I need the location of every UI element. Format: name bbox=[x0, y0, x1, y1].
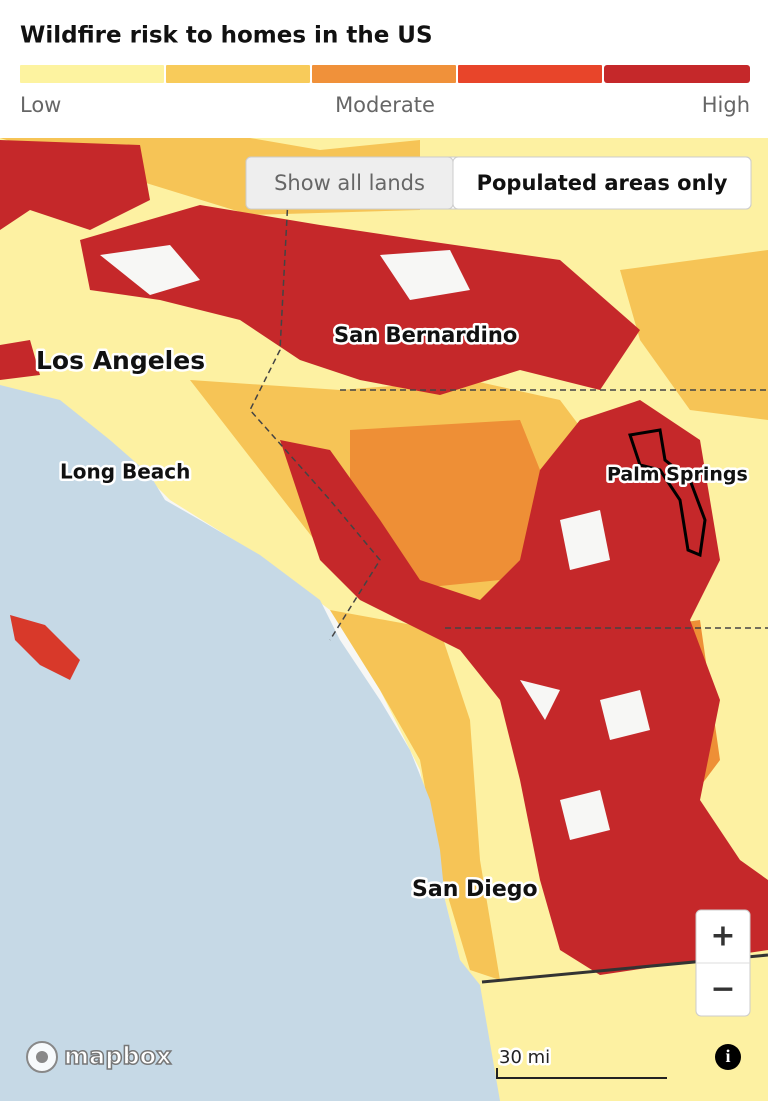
title: Wildfire risk to homes in the US bbox=[20, 23, 433, 49]
toggle: Show all lands Populated areas only bbox=[245, 156, 752, 210]
high-risk-area bbox=[280, 400, 768, 975]
legend-swatch bbox=[604, 65, 750, 83]
legend-label: Low bbox=[20, 93, 61, 117]
legend-label: High bbox=[702, 93, 750, 117]
high-risk-area bbox=[0, 140, 640, 395]
legend-swatch bbox=[458, 65, 602, 83]
scale-label: 30 mi bbox=[499, 1047, 550, 1068]
ocean bbox=[0, 385, 500, 1101]
place-label: San Bernardino bbox=[334, 323, 517, 347]
place-label: Long Beach bbox=[60, 460, 190, 484]
county-line bbox=[249, 159, 768, 641]
legend-labels: Low Moderate High bbox=[20, 93, 750, 117]
zoom-out[interactable]: − bbox=[710, 972, 735, 1007]
scale-bar bbox=[496, 1068, 667, 1079]
info-button[interactable]: i bbox=[715, 1044, 741, 1070]
zoom-in[interactable]: + bbox=[710, 919, 735, 954]
toggle-option[interactable]: Populated areas only bbox=[477, 171, 728, 195]
places: San Bernardino Los Angeles Long Beach Palm … bbox=[34, 321, 751, 905]
info-icon bbox=[715, 1044, 741, 1070]
legend-swatch bbox=[166, 65, 310, 83]
island bbox=[10, 615, 80, 680]
toggle-option[interactable]: Show all lands bbox=[274, 171, 425, 195]
attribution[interactable]: mapbox bbox=[26, 1041, 173, 1073]
legend-swatch bbox=[312, 65, 456, 83]
place-label: Palm Springs bbox=[607, 464, 748, 486]
map bbox=[0, 138, 768, 1101]
scale: 30 mi bbox=[496, 1045, 667, 1079]
mapbox-wordmark: mapbox bbox=[64, 1042, 172, 1070]
place-label: San Diego bbox=[412, 877, 538, 902]
info-label: i bbox=[725, 1046, 730, 1066]
city-outline bbox=[628, 428, 707, 558]
mapbox-logo-dot bbox=[36, 1051, 48, 1063]
legend-swatch bbox=[20, 65, 164, 83]
zoom-control: + − bbox=[695, 909, 751, 1017]
legend-bar bbox=[20, 65, 750, 83]
toggle-option-bg[interactable] bbox=[452, 156, 752, 210]
place-label: Los Angeles bbox=[36, 346, 205, 375]
legend-label: Moderate bbox=[335, 93, 435, 117]
